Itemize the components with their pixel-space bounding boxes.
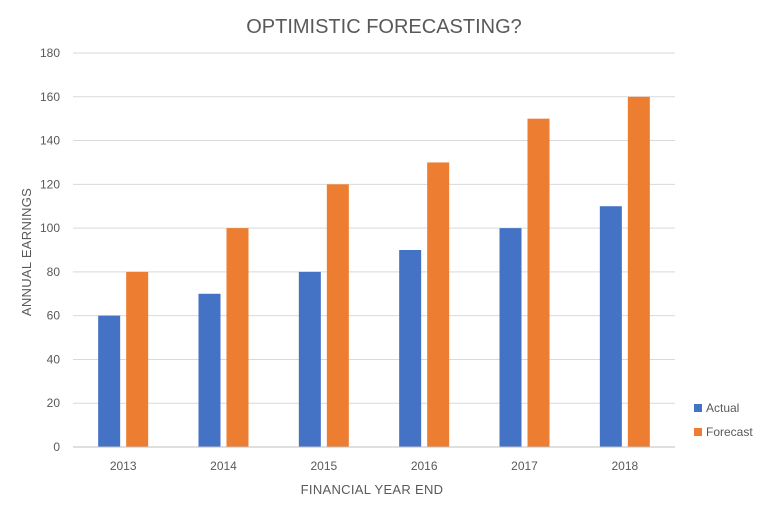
y-tick-label: 40 — [47, 352, 61, 366]
bar-actual-2016 — [399, 250, 422, 447]
x-tick-label: 2015 — [310, 459, 337, 473]
legend-label-forecast: Forecast — [706, 425, 753, 439]
x-tick-label: 2017 — [511, 459, 538, 473]
x-axis-ticks: 2013 2014 2015 2016 2017 2018 — [110, 459, 639, 473]
x-tick-label: 2018 — [611, 459, 638, 473]
y-tick-label: 180 — [40, 46, 60, 60]
bar-actual-2015 — [298, 271, 321, 447]
y-tick-label: 160 — [40, 90, 60, 104]
bar-actual-2017 — [499, 228, 522, 447]
legend: Actual Forecast — [694, 401, 753, 439]
y-axis-title: ANNUAL EARNINGS — [19, 188, 34, 316]
x-tick-label: 2013 — [110, 459, 137, 473]
gridlines — [73, 52, 675, 404]
y-tick-label: 80 — [47, 265, 61, 279]
x-tick-label: 2014 — [210, 459, 237, 473]
bar-forecast-2017 — [527, 118, 550, 448]
bar-forecast-2015 — [326, 184, 349, 448]
bar-actual-2018 — [599, 206, 622, 447]
chart-title: OPTIMISTIC FORECASTING? — [246, 16, 522, 38]
legend-swatch-actual — [694, 404, 702, 412]
y-tick-label: 120 — [40, 177, 60, 191]
bar-actual-2014 — [198, 293, 221, 447]
x-tick-label: 2016 — [411, 459, 438, 473]
y-tick-label: 60 — [47, 309, 61, 323]
bars — [98, 96, 650, 448]
y-axis-ticks: 0 20 40 60 80 100 120 140 160 180 — [40, 46, 60, 454]
x-axis-title: FINANCIAL YEAR END — [301, 482, 444, 497]
y-tick-label: 100 — [40, 221, 60, 235]
bar-forecast-2018 — [627, 96, 650, 448]
bar-actual-2013 — [98, 315, 121, 447]
legend-swatch-forecast — [694, 428, 702, 436]
y-tick-label: 0 — [53, 440, 60, 454]
y-tick-label: 20 — [47, 396, 61, 410]
bar-forecast-2016 — [427, 162, 450, 447]
bar-forecast-2014 — [226, 228, 249, 447]
legend-label-actual: Actual — [706, 401, 739, 415]
y-tick-label: 140 — [40, 134, 60, 148]
bar-forecast-2013 — [126, 271, 149, 447]
